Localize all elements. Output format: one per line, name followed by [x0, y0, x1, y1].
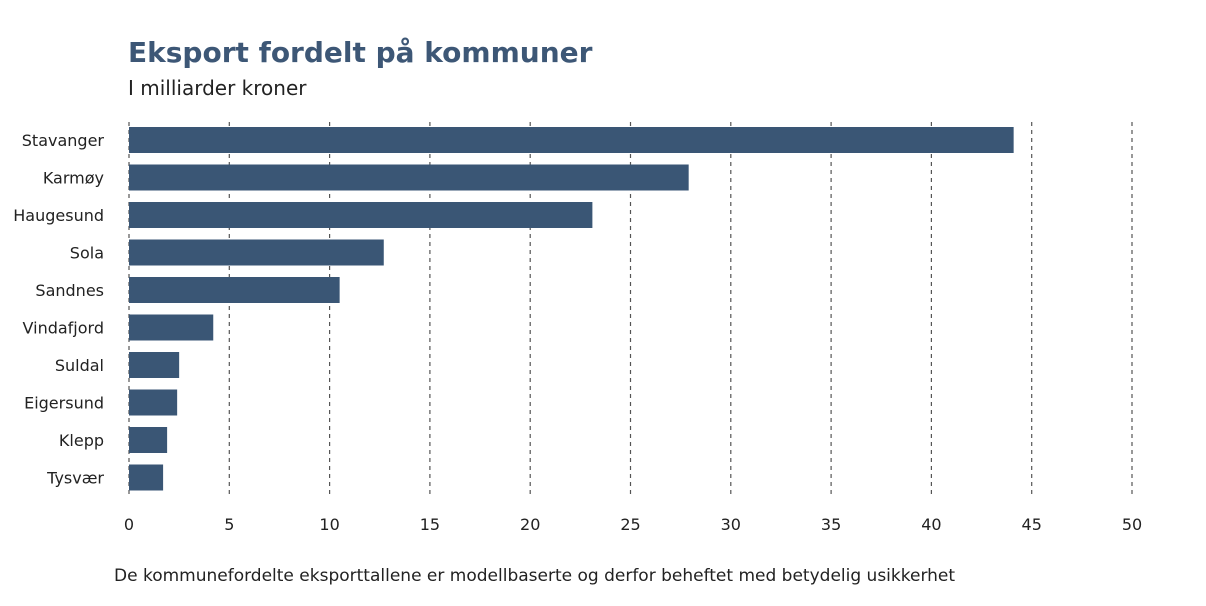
category-label: Haugesund [13, 206, 104, 225]
category-label: Karmøy [43, 169, 104, 188]
category-label: Eigersund [24, 394, 104, 413]
category-label: Sandnes [35, 281, 104, 300]
x-tick-label: 25 [620, 515, 640, 534]
category-label: Vindafjord [23, 319, 104, 338]
bar-klepp [129, 427, 168, 453]
bar-sola [129, 239, 384, 266]
x-tick-label: 30 [721, 515, 741, 534]
x-tick-label: 40 [921, 515, 941, 534]
x-tick-label: 20 [520, 515, 540, 534]
bar-haugesund [129, 202, 593, 228]
bar-tysvær [129, 464, 164, 491]
category-label: Stavanger [22, 131, 105, 150]
category-label: Klepp [59, 431, 104, 450]
bar-sandnes [129, 277, 340, 303]
bar-stavanger [129, 127, 1014, 153]
x-tick-label: 45 [1022, 515, 1042, 534]
chart-subtitle: I milliarder kroner [128, 76, 307, 100]
bar-eigersund [129, 389, 178, 416]
x-tick-label: 15 [420, 515, 440, 534]
bar-vindafjord [129, 314, 214, 341]
category-label: Sola [70, 244, 104, 263]
x-tick-label: 50 [1122, 515, 1142, 534]
x-tick-label: 10 [319, 515, 339, 534]
x-tick-label: 0 [124, 515, 134, 534]
x-tick-label: 35 [821, 515, 841, 534]
bar-suldal [129, 352, 180, 378]
chart-footnote: De kommunefordelte eksporttallene er mod… [114, 566, 956, 586]
bar-karmøy [129, 164, 689, 191]
category-label: Tysvær [46, 469, 104, 488]
chart-title: Eksport fordelt på kommuner [128, 36, 593, 69]
category-label: Suldal [55, 356, 104, 375]
x-tick-label: 5 [224, 515, 234, 534]
